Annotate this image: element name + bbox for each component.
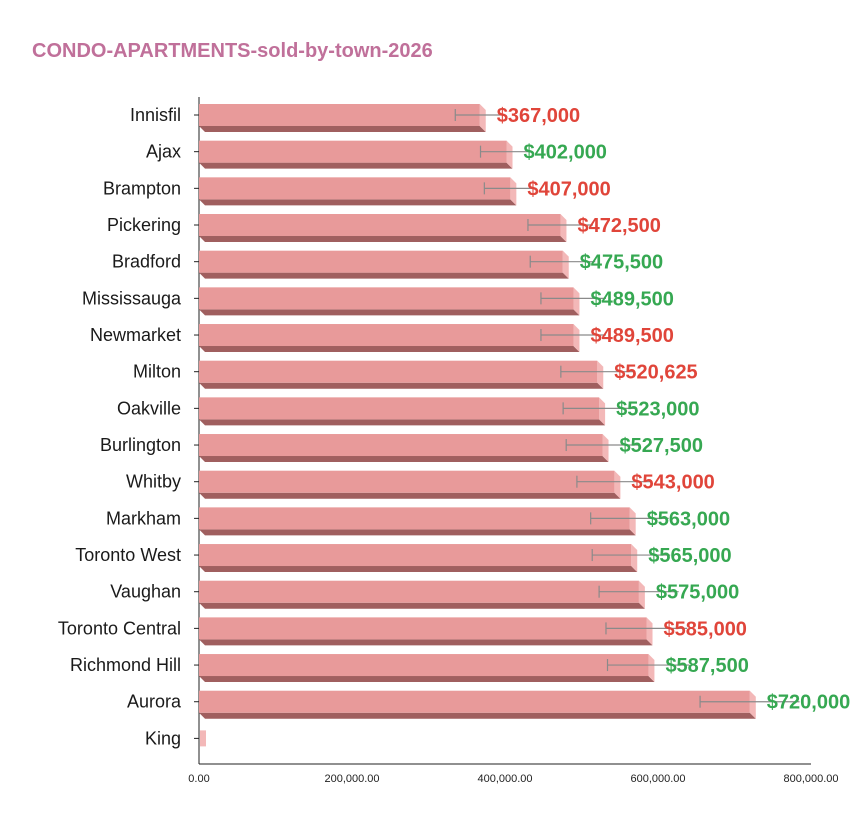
value-label: $575,000 <box>656 582 739 604</box>
category-label: Richmond Hill <box>70 655 181 675</box>
category-label: Vaughan <box>110 582 181 602</box>
bar <box>199 397 600 420</box>
value-label: $565,000 <box>648 545 731 567</box>
bar-shadow <box>199 492 621 499</box>
category-label: Newmarket <box>90 325 181 345</box>
bar-shadow <box>199 126 486 132</box>
x-tick-label: 600,000.00 <box>630 773 685 785</box>
value-label: $523,000 <box>616 398 699 420</box>
bar-side <box>573 324 580 353</box>
bar-side <box>479 104 486 132</box>
category-label: Toronto Central <box>58 618 181 638</box>
category-label: Mississauga <box>82 288 182 308</box>
bar-shadow <box>199 309 580 316</box>
value-label: $489,500 <box>590 288 673 310</box>
value-label: $520,625 <box>614 362 697 384</box>
bar-side <box>648 654 655 683</box>
bar-shadow <box>199 272 569 279</box>
bar-side <box>506 140 513 169</box>
category-label: Oakville <box>117 398 181 418</box>
value-label: $720,000 <box>767 692 850 714</box>
value-label: $543,000 <box>631 472 714 494</box>
bar <box>199 470 615 493</box>
bar-side <box>573 287 580 316</box>
value-label: $407,000 <box>527 178 610 200</box>
value-label: $527,500 <box>620 435 703 457</box>
category-label: Bradford <box>112 252 181 272</box>
bar-shadow <box>199 639 653 646</box>
category-label: Markham <box>106 508 181 528</box>
bar-side <box>749 690 756 719</box>
category-label: Innisfil <box>130 105 181 125</box>
bar <box>200 730 206 747</box>
category-label: Whitby <box>126 472 181 492</box>
bar-shadow <box>199 566 638 573</box>
bar-shadow <box>199 602 645 609</box>
bar-side <box>614 470 621 499</box>
value-label: $585,000 <box>664 618 747 640</box>
value-label: $402,000 <box>524 142 607 164</box>
bar-side <box>599 397 606 426</box>
category-label: Burlington <box>100 435 181 455</box>
bar <box>199 434 603 457</box>
value-label: $563,000 <box>647 508 730 530</box>
bar-side <box>629 507 636 536</box>
value-label: $587,500 <box>665 655 748 677</box>
x-tick-label: 800,000.00 <box>783 773 838 785</box>
bar <box>199 214 561 237</box>
x-tick-label: 200,000.00 <box>324 773 379 785</box>
category-label: King <box>145 728 181 748</box>
bar <box>199 104 480 126</box>
bar <box>199 617 647 640</box>
x-tick-label: 0.00 <box>188 773 209 785</box>
bar-shadow <box>199 162 513 169</box>
bar-side <box>560 214 567 243</box>
chart-title: CONDO-APARTMENTS-sold-by-town-2026 <box>32 40 433 62</box>
x-tick-label: 400,000.00 <box>477 773 532 785</box>
bar <box>199 140 507 163</box>
bar-side <box>631 544 638 573</box>
value-label: $472,500 <box>577 215 660 237</box>
bar-side <box>510 177 517 206</box>
bar <box>199 287 574 310</box>
bar <box>199 544 632 567</box>
bar <box>199 324 574 347</box>
bar <box>199 360 598 383</box>
bar <box>199 654 649 677</box>
bar <box>199 507 630 530</box>
bar-shadow <box>199 346 580 353</box>
bar-shadow <box>199 419 606 426</box>
value-label: $489,500 <box>590 325 673 347</box>
bar-side <box>602 434 609 463</box>
category-label: Brampton <box>103 178 181 198</box>
bar-shadow <box>199 676 655 683</box>
bar <box>199 580 639 603</box>
bar-side <box>562 250 569 279</box>
bar <box>199 250 563 273</box>
value-label: $367,000 <box>497 105 580 127</box>
category-label: Pickering <box>107 215 181 235</box>
category-label: Ajax <box>146 142 181 162</box>
bar-shadow <box>199 712 756 719</box>
bar-shadow <box>199 199 517 206</box>
bar <box>199 177 511 200</box>
bar-side <box>597 360 604 389</box>
category-label: Toronto West <box>75 545 181 565</box>
value-label: $475,500 <box>580 252 663 274</box>
category-label: Aurora <box>127 692 182 712</box>
bar-shadow <box>199 456 609 463</box>
category-label: Milton <box>133 362 181 382</box>
bar-shadow <box>199 529 636 536</box>
bar-side <box>646 617 653 646</box>
bar <box>199 690 750 713</box>
bar-shadow <box>199 236 567 243</box>
bar-shadow <box>199 382 604 389</box>
bar-side <box>638 580 645 609</box>
